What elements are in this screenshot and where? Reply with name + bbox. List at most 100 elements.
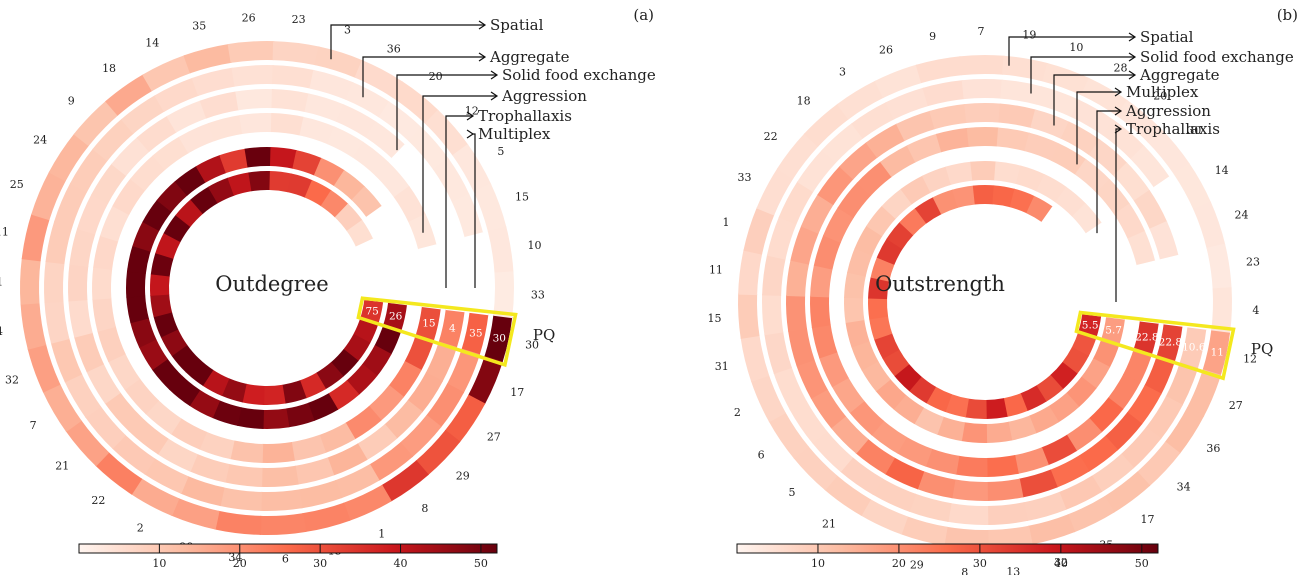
heat-cell — [69, 227, 96, 267]
colorbar-tick-label: 40 — [394, 557, 408, 570]
heat-cell — [342, 484, 392, 521]
pq-value: 5.5 — [1082, 319, 1099, 331]
heat-cell — [936, 416, 966, 442]
heat-cell — [961, 422, 988, 443]
heat-cell — [796, 359, 828, 399]
pq-highlight-box — [356, 296, 518, 368]
callout-line — [422, 95, 496, 233]
heat-cell — [764, 331, 792, 375]
heat-cell — [1096, 179, 1131, 215]
heat-cell — [1088, 397, 1124, 433]
heat-cell — [849, 400, 885, 436]
heat-cell — [415, 306, 441, 341]
individual-label: 32 — [5, 374, 19, 387]
heat-cell — [872, 478, 917, 512]
panel-label: (a) — [633, 6, 654, 24]
heat-cell — [383, 302, 408, 331]
heat-cell — [880, 145, 916, 178]
heat-cell — [160, 329, 188, 357]
individual-label: 19 — [1022, 29, 1036, 42]
heat-cell — [150, 273, 170, 296]
heat-cell — [93, 235, 119, 270]
heat-cell — [142, 55, 192, 92]
individual-label: 31 — [0, 275, 3, 288]
heat-cell — [1036, 174, 1067, 203]
individual-label: 10 — [528, 239, 542, 252]
heat-cell — [207, 115, 243, 142]
heat-cell — [1101, 316, 1125, 345]
heat-cell — [126, 245, 151, 274]
heat-cell — [68, 263, 89, 302]
heat-cell — [756, 167, 794, 216]
heat-cell — [1113, 203, 1146, 240]
heat-cell — [393, 186, 426, 223]
heat-cell — [333, 169, 366, 201]
heat-cell — [125, 270, 146, 298]
heat-cell — [881, 188, 913, 220]
heat-cell — [68, 299, 93, 338]
heat-cell — [851, 102, 895, 139]
heat-cell — [811, 324, 838, 359]
heat-cell — [1088, 139, 1128, 177]
individual-label: 13 — [1006, 566, 1020, 575]
individual-label: 2 — [734, 406, 741, 419]
heat-cell — [104, 392, 143, 432]
ring-1 — [44, 65, 490, 512]
heat-cell — [1126, 384, 1162, 425]
heat-cell — [242, 383, 265, 405]
heat-cell — [168, 375, 201, 407]
heat-cell — [153, 311, 179, 338]
heat-cell — [1055, 186, 1086, 217]
heat-cell — [170, 498, 220, 530]
callout-arrow — [1128, 52, 1137, 62]
individual-label: 27 — [1229, 399, 1243, 412]
heat-cell — [1058, 475, 1103, 511]
colorbar-tick-label: 30 — [973, 557, 987, 570]
individual-label: 20 — [429, 70, 443, 83]
colorbar-tick-label: 10 — [811, 557, 825, 570]
heat-cell — [262, 408, 290, 429]
heat-cell — [92, 266, 113, 300]
heat-cell — [865, 123, 906, 158]
heat-cell — [76, 194, 109, 235]
heat-cell — [986, 478, 1024, 501]
heat-cell — [1123, 347, 1153, 384]
center-label: Outstrength — [875, 272, 1005, 296]
pq-value: 4 — [449, 322, 456, 334]
heat-cell — [129, 155, 166, 191]
individual-label: 14 — [145, 37, 159, 50]
heat-cell — [244, 147, 272, 168]
heat-cell — [851, 340, 879, 371]
layer-label: Spatial — [490, 16, 544, 34]
callout-arrow — [490, 91, 499, 101]
heat-cell — [947, 503, 989, 525]
heat-cell — [445, 274, 466, 313]
heat-cell — [914, 197, 942, 224]
heat-cell — [955, 455, 988, 477]
pq-value: 26 — [389, 310, 403, 322]
heat-cell — [369, 442, 414, 482]
individual-label: 34 — [1177, 480, 1191, 493]
heat-cell — [299, 372, 327, 399]
ring-0 — [738, 54, 1232, 549]
heat-cell — [824, 475, 871, 516]
heat-cell — [272, 41, 320, 66]
heat-cell — [126, 295, 149, 324]
heat-cell — [874, 64, 923, 99]
heat-cell — [1020, 385, 1047, 412]
heat-cell — [866, 205, 897, 237]
heat-cell — [150, 252, 174, 277]
heat-cell — [190, 186, 218, 214]
heat-cell — [943, 526, 989, 549]
individual-label: 26 — [879, 44, 893, 57]
heat-cell — [1080, 274, 1102, 297]
heat-cell — [1060, 121, 1101, 156]
heat-cell — [259, 513, 307, 535]
heat-cell — [345, 405, 382, 440]
heat-cell — [762, 254, 786, 296]
individual-label: 21 — [55, 460, 69, 473]
callout-line — [330, 24, 484, 60]
ring-2 — [68, 89, 466, 487]
heat-cell — [362, 345, 392, 377]
heat-cell — [738, 249, 763, 296]
